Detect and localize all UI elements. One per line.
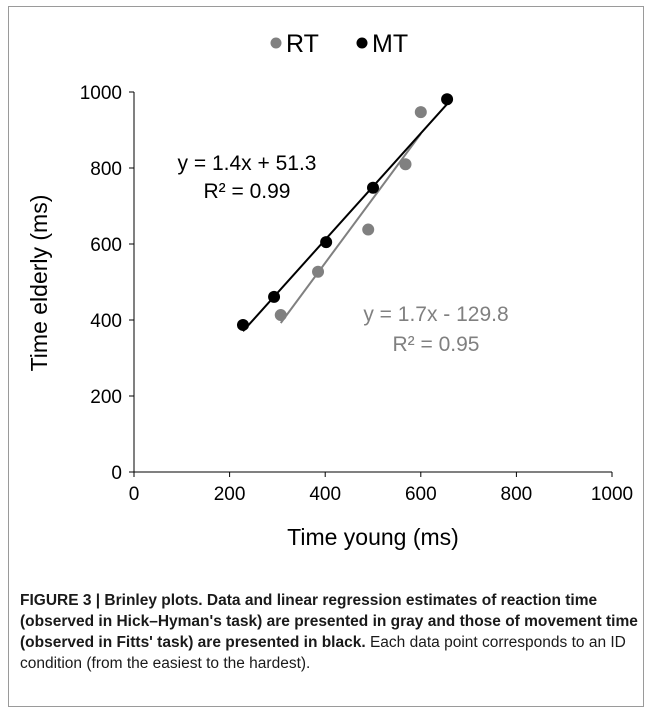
legend-label-mt: MT — [372, 30, 408, 58]
data-point-mt — [236, 318, 249, 331]
caption-lead: FIGURE 3 | Brinley plots. Data and linea… — [20, 592, 638, 651]
axes: 0 200 400 600 800 1000 0 200 400 600 800 1000 — [80, 83, 633, 505]
legend: RT MT — [270, 30, 408, 58]
data-point-rt — [274, 309, 287, 322]
figure-caption: FIGURE 3 | Brinley plots. Data and linea… — [20, 590, 640, 674]
data-point-rt — [414, 106, 427, 119]
data-point-rt — [312, 265, 325, 278]
rt-equation: y = 1.7x - 129.8 — [363, 303, 508, 326]
x-tick-label: 600 — [405, 484, 437, 505]
data-point-mt — [268, 290, 281, 303]
caption-body: Each data point corresponds to an ID con… — [20, 634, 626, 672]
x-tick-label: 1000 — [591, 484, 633, 505]
y-tick-label: 600 — [90, 235, 122, 256]
data-point-mt — [320, 236, 333, 249]
legend-marker-rt — [270, 37, 282, 49]
x-tick-label: 800 — [501, 484, 533, 505]
trendline-rt — [279, 133, 422, 324]
y-axis-label: Time elderly (ms) — [26, 195, 52, 372]
x-tick-label: 400 — [309, 484, 341, 505]
data-point-mt — [441, 93, 454, 106]
legend-label-rt: RT — [286, 30, 319, 58]
figure-frame — [8, 6, 644, 707]
y-tick-label: 800 — [90, 159, 122, 180]
mt-equation: y = 1.4x + 51.3 — [178, 152, 317, 175]
y-tick-label: 400 — [90, 311, 122, 332]
mt-r-squared: R² = 0.99 — [204, 180, 291, 203]
x-tick-label: 200 — [214, 484, 246, 505]
legend-marker-mt — [356, 37, 368, 49]
x-axis-label: Time young (ms) — [287, 524, 459, 550]
x-tick-label: 0 — [129, 484, 140, 505]
y-tick-label: 200 — [90, 387, 122, 408]
y-tick-label: 1000 — [80, 83, 122, 104]
rt-r-squared: R² = 0.95 — [393, 333, 480, 356]
y-tick-label: 0 — [111, 463, 122, 484]
data-point-mt — [367, 181, 379, 194]
data-point-rt — [362, 223, 375, 236]
data-points — [236, 93, 454, 331]
annotations: y = 1.4x + 51.3 R² = 0.99 y = 1.7x - 129.8… — [178, 152, 509, 356]
data-point-rt — [399, 158, 412, 171]
